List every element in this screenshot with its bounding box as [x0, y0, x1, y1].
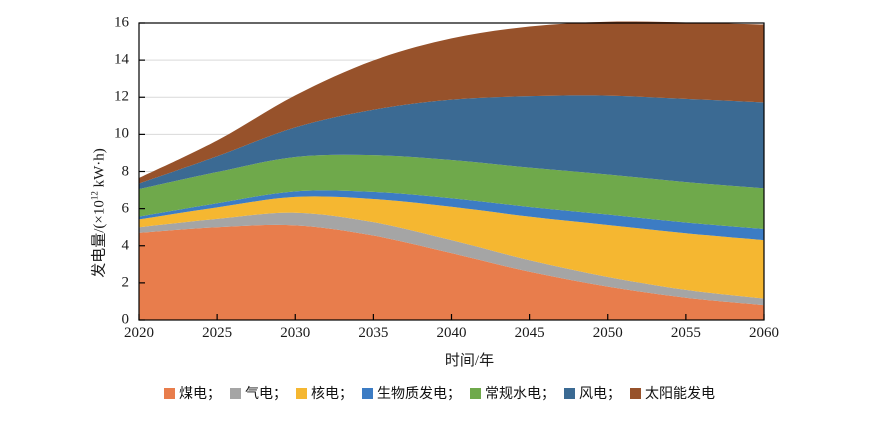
legend-label: 气电 — [245, 385, 273, 401]
legend-swatch-icon — [362, 387, 373, 399]
legend-swatch-icon — [164, 387, 175, 399]
area-series — [139, 196, 764, 299]
legend-label: 太阳能发电 — [645, 385, 715, 401]
y-tick-label: 12 — [114, 88, 129, 105]
legend-swatch-icon — [564, 387, 575, 399]
area-series — [139, 21, 764, 184]
legend-item[interactable]: 生物质发电 — [362, 383, 447, 403]
y-axis-title-exponent: 12 — [89, 191, 100, 201]
x-tick-label: 2050 — [592, 325, 623, 341]
legend-label: 生物质发电 — [377, 385, 447, 401]
legend-separator: ； — [607, 385, 621, 401]
legend-separator: ； — [207, 385, 221, 401]
y-tick-label: 0 — [121, 311, 130, 328]
x-tick-label: 2060 — [749, 325, 779, 341]
x-tick-label: 2035 — [358, 325, 389, 341]
legend-item[interactable]: 煤电 — [164, 383, 207, 403]
legend-label: 核电 — [311, 385, 339, 401]
x-tick-label: 2045 — [514, 325, 545, 341]
legend-item[interactable]: 气电 — [230, 383, 273, 403]
y-tick-label: 16 — [114, 14, 129, 31]
legend-separator: ； — [541, 385, 555, 401]
chart-legend: 煤电；气电；核电；生物质发电；常规水电；风电；太阳能发电 — [0, 383, 879, 403]
area-series — [139, 154, 764, 230]
x-tick-label: 2020 — [124, 325, 154, 341]
x-tick-label: 2030 — [280, 325, 311, 341]
legend-item[interactable]: 核电 — [296, 383, 339, 403]
legend-separator: ； — [273, 385, 287, 401]
legend-swatch-icon — [296, 387, 307, 399]
legend-item[interactable]: 常规水电 — [470, 383, 541, 403]
legend-item[interactable]: 风电 — [564, 383, 607, 403]
legend-item[interactable]: 太阳能发电 — [630, 383, 715, 403]
x-tick-label: 2055 — [670, 325, 701, 341]
legend-separator: ； — [339, 385, 353, 401]
axis-frame — [138, 22, 765, 321]
area-series — [139, 224, 764, 320]
area-series-group — [139, 21, 764, 320]
y-tick-label: 10 — [114, 125, 129, 142]
y-tick-label: 2 — [121, 274, 130, 291]
area-series — [139, 190, 764, 241]
legend-label: 常规水电 — [485, 385, 541, 401]
legend-swatch-icon — [230, 387, 241, 399]
area-series — [139, 212, 764, 306]
legend-label: 风电 — [579, 385, 607, 401]
legend-label: 煤电 — [179, 385, 207, 401]
area-series — [139, 95, 764, 190]
y-tick-label: 6 — [121, 200, 130, 217]
x-tick-label: 2025 — [202, 325, 233, 341]
y-tick-label: 4 — [121, 237, 130, 254]
y-tick-label: 8 — [121, 163, 130, 179]
legend-separator: ； — [447, 385, 461, 401]
x-axis-title-text: 时间/年 — [444, 353, 495, 369]
legend-swatch-icon — [630, 387, 641, 399]
x-tick-label: 2040 — [436, 325, 467, 341]
y-tick-label: 14 — [114, 51, 129, 68]
x-axis-title: 时间/年 — [0, 349, 879, 370]
legend-swatch-icon — [470, 387, 481, 399]
